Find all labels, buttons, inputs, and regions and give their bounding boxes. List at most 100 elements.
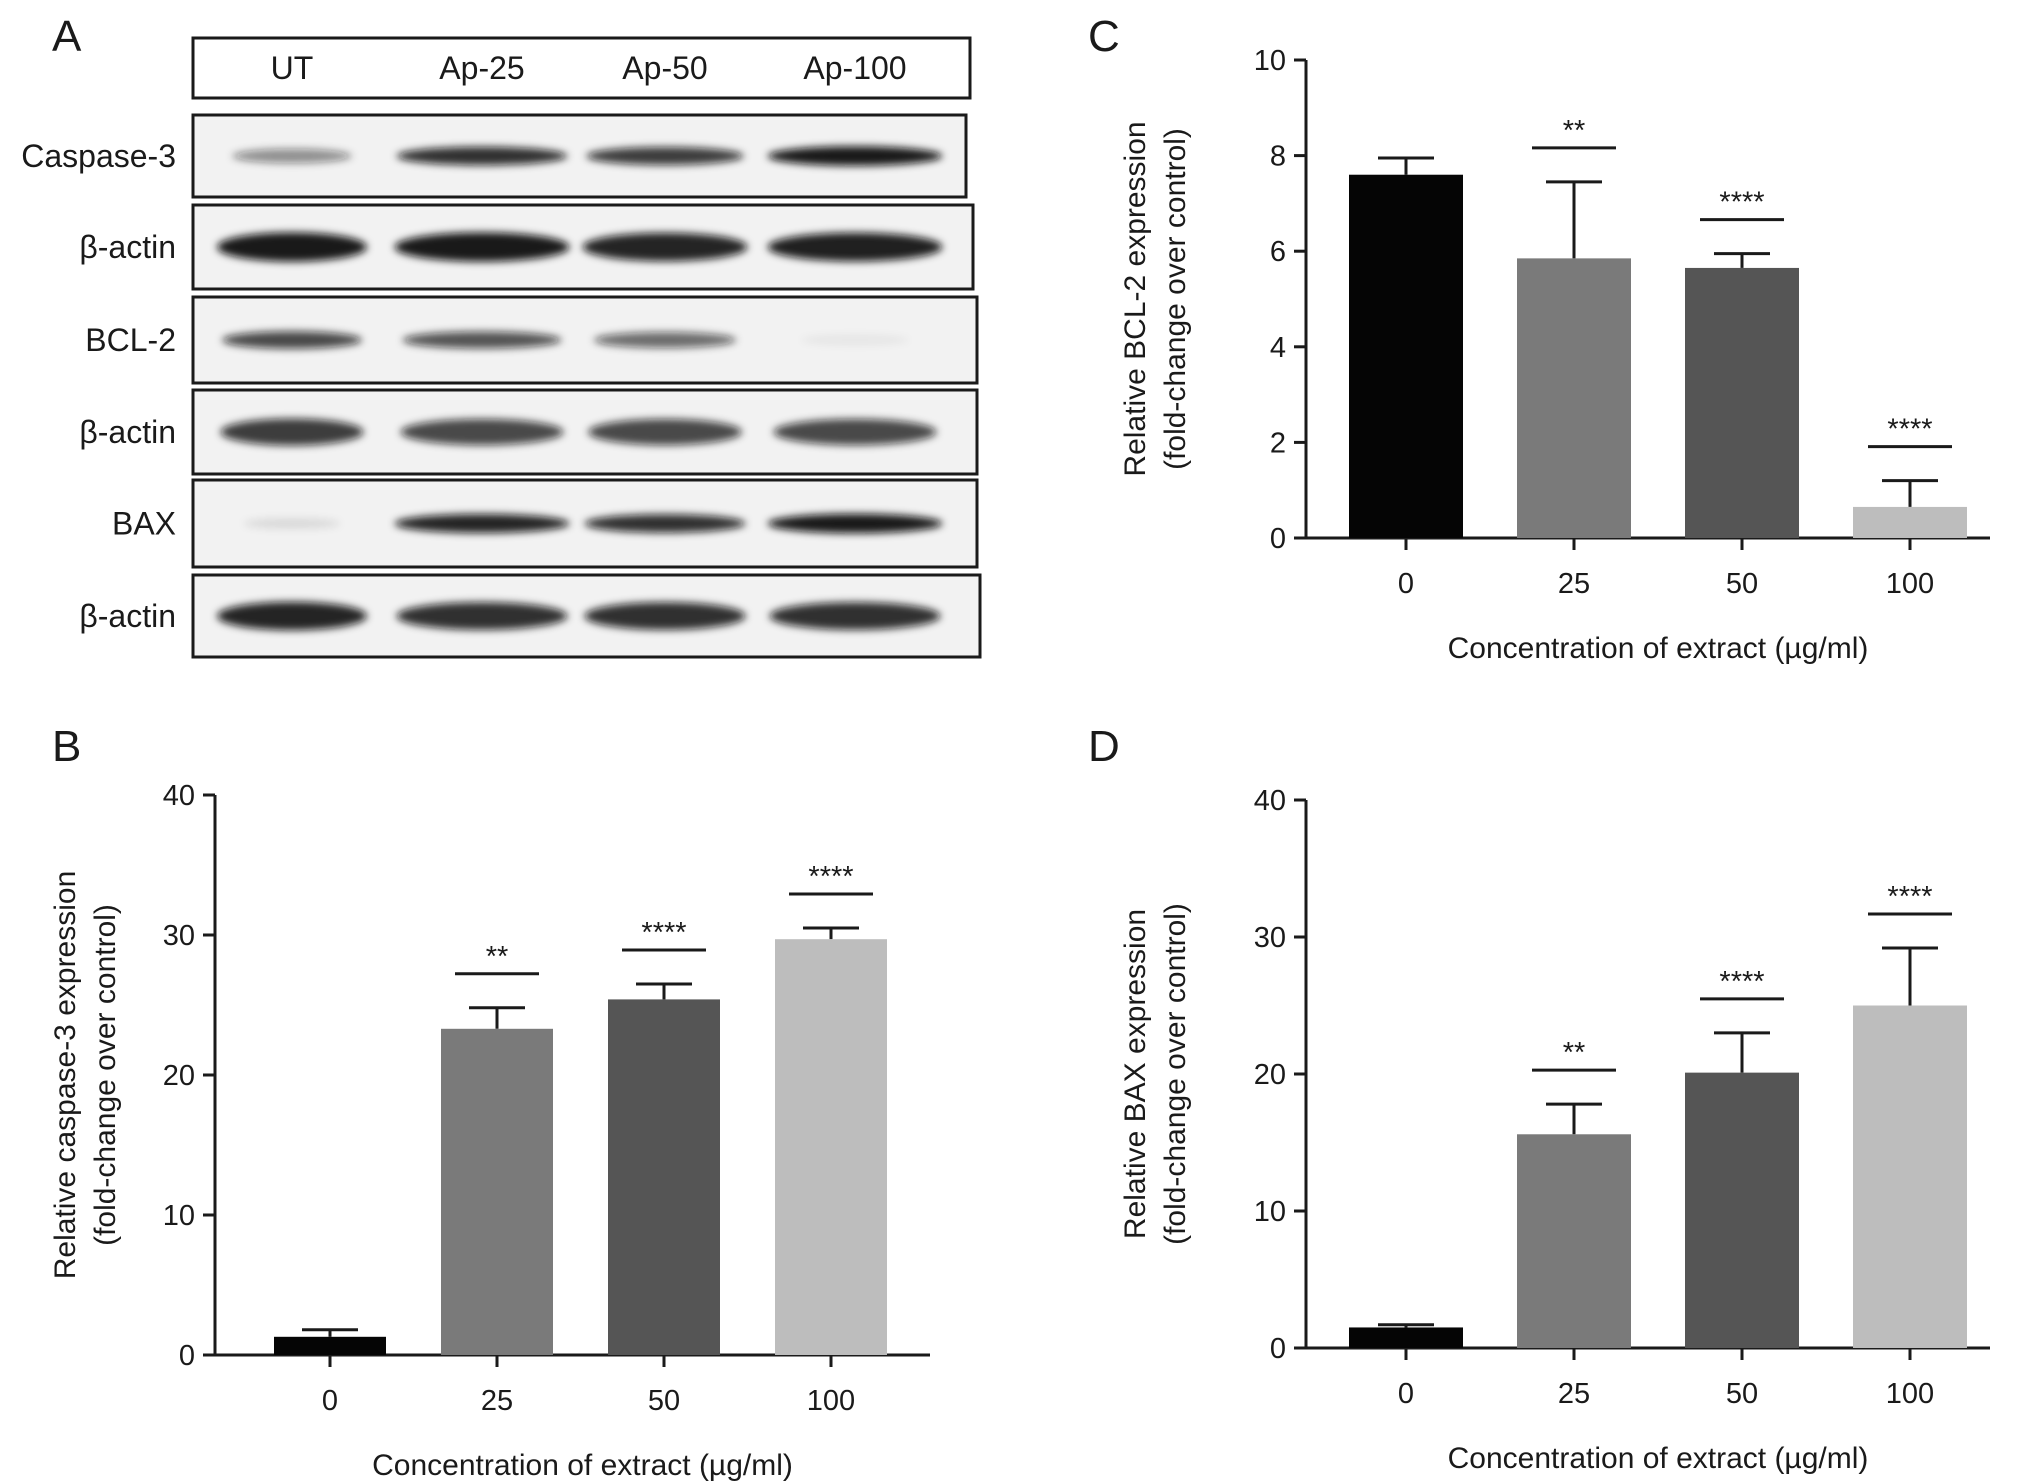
bar-100 xyxy=(775,939,887,1355)
significance-label: ** xyxy=(1563,1037,1586,1069)
lane-header-box xyxy=(191,36,972,100)
blot-band xyxy=(769,602,941,630)
y-tick-label: 30 xyxy=(1254,922,1286,954)
x-axis-label: Concentration of extract (µg/ml) xyxy=(1448,1442,1869,1475)
y-axis-label: Relative BAX expression xyxy=(1119,909,1152,1239)
y-axis-label: (fold-change over control) xyxy=(1159,128,1192,470)
significance-label: **** xyxy=(1887,881,1932,913)
y-tick-label: 10 xyxy=(1254,1196,1286,1228)
blot-row: Caspase-3 xyxy=(21,113,968,199)
blot-band xyxy=(800,334,910,346)
blot-row: BAX xyxy=(112,478,979,569)
lane-label-ap-100: Ap-100 xyxy=(803,50,906,86)
y-tick-label: 2 xyxy=(1270,427,1286,459)
y-tick-label: 0 xyxy=(1270,523,1286,555)
x-tick-label: 0 xyxy=(322,1385,338,1417)
blot-band xyxy=(586,147,744,165)
y-tick-label: 8 xyxy=(1270,141,1286,173)
y-tick-label: 4 xyxy=(1270,332,1286,364)
y-tick-label: 0 xyxy=(1270,1333,1286,1365)
x-tick-label: 25 xyxy=(481,1385,513,1417)
y-tick-label: 10 xyxy=(163,1200,195,1232)
blot-band xyxy=(767,232,943,262)
panel-label-a: A xyxy=(52,12,82,61)
blot-band xyxy=(396,146,568,166)
bar-50 xyxy=(608,999,720,1355)
significance-label: **** xyxy=(1719,966,1764,998)
significance-label: ** xyxy=(1563,115,1586,147)
blot-row-label: β-actin xyxy=(79,598,176,634)
y-tick-label: 10 xyxy=(1254,45,1286,77)
blot-band xyxy=(396,602,568,630)
x-tick-label: 50 xyxy=(1726,1378,1758,1410)
y-tick-label: 20 xyxy=(1254,1059,1286,1091)
x-tick-label: 0 xyxy=(1398,1378,1414,1410)
blot-band xyxy=(394,232,570,262)
panel-label-c: C xyxy=(1088,12,1120,61)
x-tick-label: 50 xyxy=(648,1385,680,1417)
y-axis-label: (fold-change over control) xyxy=(89,904,122,1246)
bax-bar-chart: 0 10 20 30 40 0 25 ** 50 **** 100 **** Concentration… xyxy=(1119,785,1990,1475)
x-tick-label: 25 xyxy=(1558,1378,1590,1410)
bar-0 xyxy=(1349,174,1463,538)
blot-band xyxy=(217,601,367,631)
bar-25 xyxy=(1517,258,1631,538)
blot-row-label: β-actin xyxy=(79,414,176,450)
y-tick-label: 0 xyxy=(179,1340,195,1372)
blot-band xyxy=(767,146,943,166)
x-axis-label: Concentration of extract (µg/ml) xyxy=(372,1449,793,1482)
bar-100 xyxy=(1853,506,1967,538)
blot-band xyxy=(767,513,943,534)
significance-label: **** xyxy=(808,861,853,893)
blot-row-label: β-actin xyxy=(79,229,176,265)
blot-row: BCL-2 xyxy=(85,295,979,385)
blot-band xyxy=(588,418,742,446)
significance-label: **** xyxy=(641,917,686,949)
x-tick-label: 100 xyxy=(1886,568,1934,600)
western-blot-panel: UT Ap-25 Ap-50 Ap-100 Caspase-3 β-actin BCL-2… xyxy=(21,36,982,659)
y-tick-label: 40 xyxy=(1254,785,1286,817)
bar-100 xyxy=(1853,1005,1967,1348)
y-tick-label: 6 xyxy=(1270,236,1286,268)
y-axis-label: Relative caspase-3 expression xyxy=(49,871,82,1280)
x-tick-label: 25 xyxy=(1558,568,1590,600)
blot-band xyxy=(584,602,746,630)
caspase-3-bar-chart: 0 10 20 30 40 0 25 ** 50 **** 100 **** Concentration… xyxy=(49,780,930,1482)
y-axis-label: Relative BCL-2 expression xyxy=(1119,121,1152,476)
blot-band xyxy=(217,232,367,262)
y-tick-label: 40 xyxy=(163,780,195,812)
blot-row-label: BCL-2 xyxy=(85,322,176,358)
lane-label-ap-25: Ap-25 xyxy=(439,50,524,86)
blot-band xyxy=(394,514,570,533)
bar-25 xyxy=(1517,1134,1631,1348)
x-tick-label: 100 xyxy=(807,1385,855,1417)
blot-band xyxy=(400,418,564,446)
blot-band xyxy=(584,514,746,533)
blot-band xyxy=(244,518,340,529)
bar-50 xyxy=(1685,267,1799,538)
blot-band xyxy=(402,331,562,349)
blot-band xyxy=(220,418,364,446)
blot-row-label: Caspase-3 xyxy=(21,138,176,174)
x-axis-label: Concentration of extract (µg/ml) xyxy=(1448,632,1869,665)
bar-50 xyxy=(1685,1072,1799,1348)
lane-label-ap-50: Ap-50 xyxy=(622,50,707,86)
bar-0 xyxy=(1349,1327,1463,1348)
lane-label-ut: UT xyxy=(271,50,314,86)
x-tick-label: 50 xyxy=(1726,568,1758,600)
y-tick-label: 20 xyxy=(163,1060,195,1092)
y-axis-label: (fold-change over control) xyxy=(1159,903,1192,1245)
blot-row: β-actin xyxy=(79,203,975,291)
blot-band xyxy=(773,418,937,446)
x-tick-label: 100 xyxy=(1886,1378,1934,1410)
bar-0 xyxy=(274,1336,386,1355)
blot-row: β-actin xyxy=(79,388,979,476)
blot-row: β-actin xyxy=(79,573,982,659)
significance-label: ** xyxy=(486,941,509,973)
significance-label: **** xyxy=(1887,414,1932,446)
blot-band xyxy=(582,232,748,262)
blot-row-label: BAX xyxy=(112,506,176,542)
y-tick-label: 30 xyxy=(163,920,195,952)
blot-band xyxy=(222,331,362,349)
